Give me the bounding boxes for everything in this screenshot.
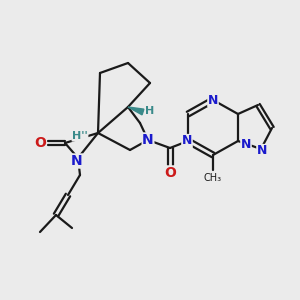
Polygon shape (128, 107, 144, 115)
Text: N: N (182, 134, 192, 148)
Text: CH₃: CH₃ (204, 173, 222, 183)
Text: N: N (142, 133, 154, 147)
Text: O: O (164, 166, 176, 180)
Text: O: O (34, 136, 46, 150)
Text: H'': H'' (72, 131, 88, 141)
Text: N: N (208, 94, 218, 106)
Text: N: N (257, 145, 267, 158)
Text: H: H (146, 106, 154, 116)
Text: N: N (241, 137, 251, 151)
Text: N: N (71, 154, 83, 168)
